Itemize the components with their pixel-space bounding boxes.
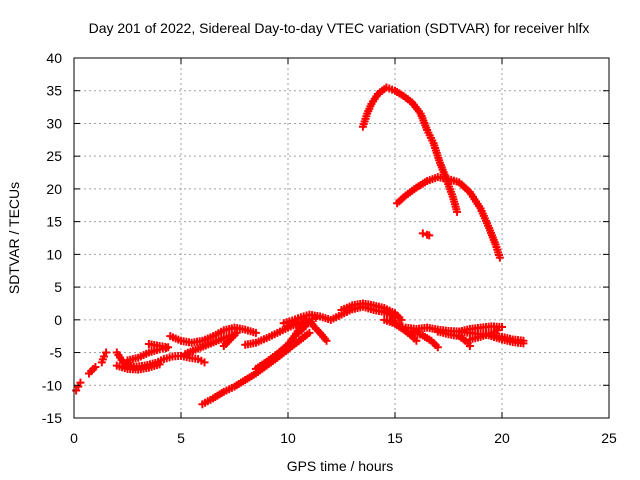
data-point (495, 253, 504, 262)
series-arc-25 (393, 173, 504, 262)
y-tick-label: 15 (46, 214, 62, 230)
series-arc-19 (408, 327, 442, 352)
y-tick-label: 20 (46, 181, 62, 197)
data-point (91, 362, 100, 371)
series-arc-1 (72, 378, 85, 395)
data-point (155, 360, 164, 369)
data-point (453, 207, 462, 216)
series-arc-6 (123, 343, 171, 365)
series-arc-11 (219, 328, 241, 350)
y-tick-label: 30 (46, 115, 62, 131)
y-tick-label: -15 (42, 410, 62, 426)
gridlines (74, 58, 609, 418)
series-arc-2 (84, 362, 100, 378)
data-point (412, 336, 421, 345)
data-point (519, 339, 528, 348)
x-tick-label: 0 (70, 430, 78, 446)
y-tick-label: 0 (54, 312, 62, 328)
data-point (251, 328, 260, 337)
series-arc-24 (358, 83, 462, 216)
series-arc-14 (294, 315, 331, 345)
x-tick-label: 5 (177, 430, 185, 446)
y-tick-label: -5 (50, 345, 63, 361)
series-arc-16 (337, 299, 406, 324)
data-point (397, 315, 406, 324)
chart-title: Day 201 of 2022, Sidereal Day-to-day VTE… (89, 20, 590, 36)
x-tick-label: 15 (387, 430, 403, 446)
y-tick-label: 5 (54, 279, 62, 295)
y-tick-label: -10 (42, 377, 62, 393)
y-axis-label: SDTVAR / TECUs (6, 182, 22, 294)
data-point (232, 328, 241, 337)
series-arc-3 (97, 348, 111, 367)
y-tick-label: 10 (46, 246, 62, 262)
series-arc-13 (251, 315, 310, 373)
series-arc-4 (112, 348, 209, 371)
series-arc-23 (487, 332, 528, 348)
data-point (164, 343, 173, 352)
data-point (76, 378, 85, 387)
data-point (498, 323, 506, 332)
y-tick-label: 25 (46, 148, 62, 164)
axis-ticks: 0 5 10 15 20 25 -15 -10 -5 0 5 10 15 20 25 30 35 40 (42, 50, 617, 446)
series-arc-26 (418, 229, 434, 240)
x-axis-label: GPS time / hours (287, 458, 394, 474)
x-tick-label: 25 (601, 430, 617, 446)
data-point (418, 229, 427, 238)
data-point (200, 358, 209, 367)
x-tick-label: 10 (280, 430, 296, 446)
x-tick-label: 20 (494, 430, 510, 446)
plot-frame (73, 57, 610, 419)
data-point (493, 326, 502, 335)
data-point (305, 328, 314, 337)
data-points (72, 83, 528, 409)
data-point (425, 231, 434, 240)
y-tick-label: 40 (46, 50, 62, 66)
series-arc-5 (112, 360, 164, 374)
data-point (102, 348, 111, 357)
y-tick-label: 35 (46, 83, 62, 99)
data-point (433, 343, 442, 352)
series-arc-7 (144, 340, 173, 352)
data-point (322, 336, 331, 345)
